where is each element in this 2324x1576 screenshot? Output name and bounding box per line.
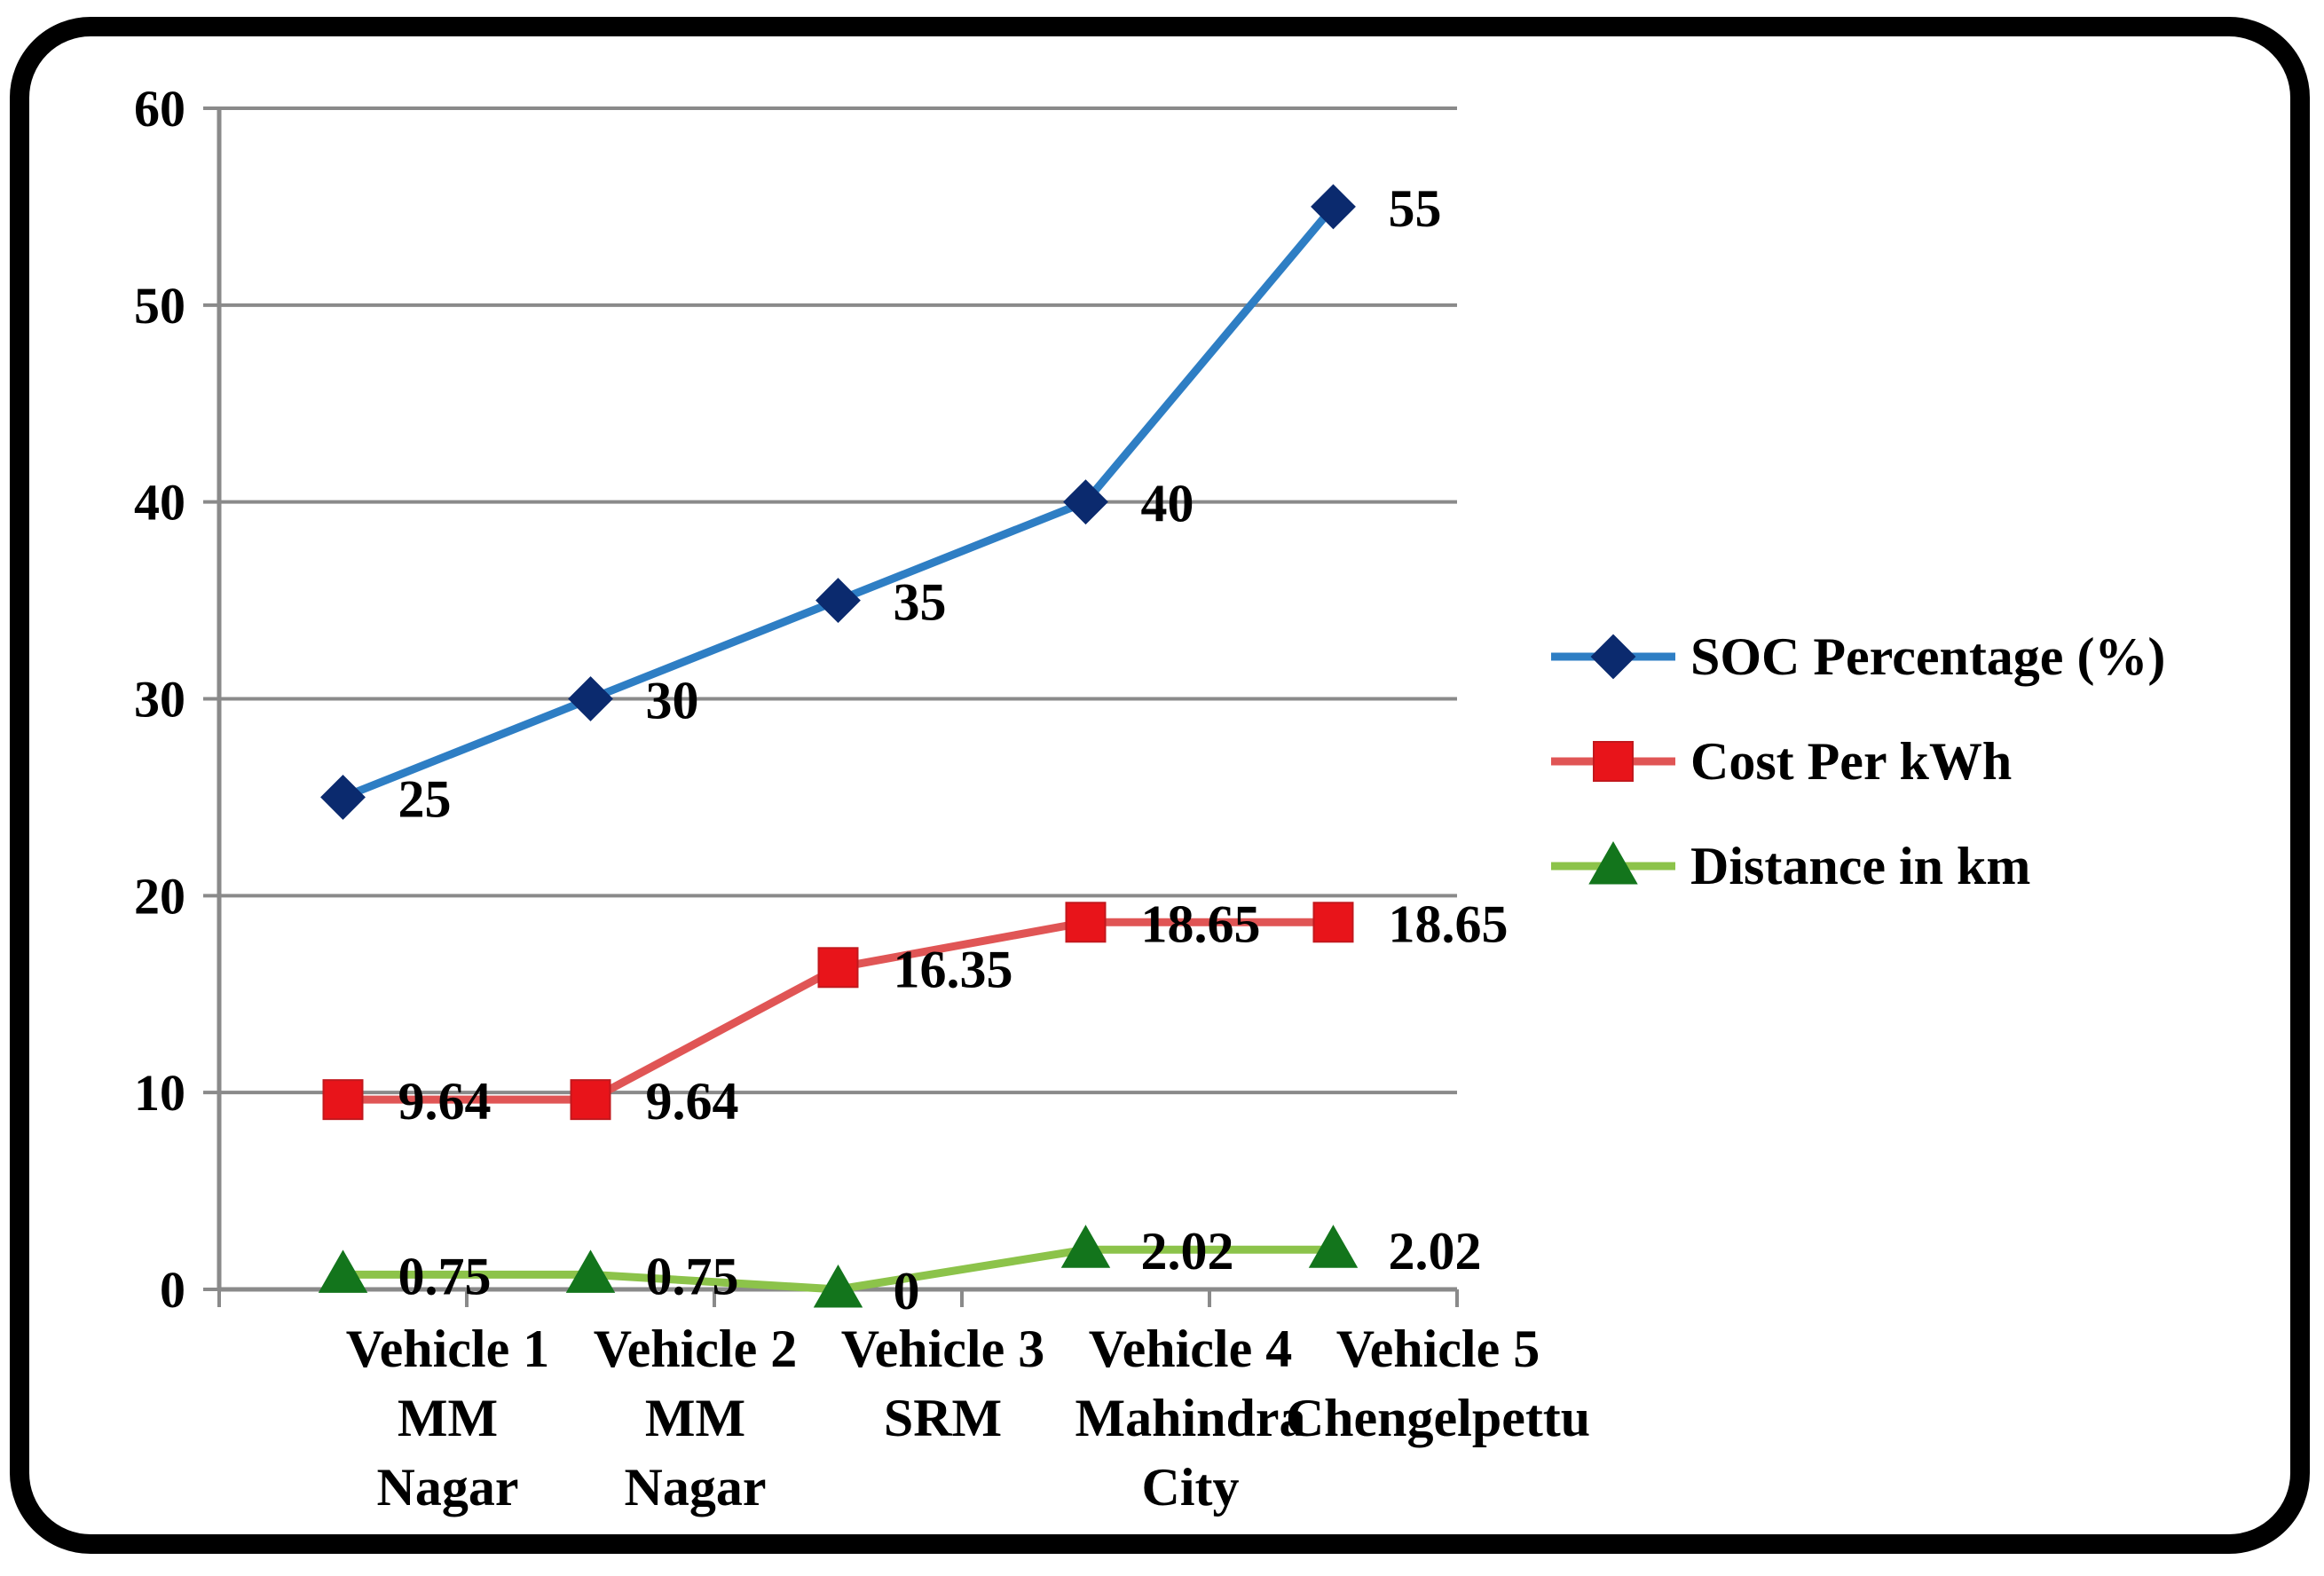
data-label: 30 [646,672,699,730]
x-tick-label: Chengelpettu [1286,1389,1590,1447]
data-point-triangle [1308,1225,1359,1268]
data-point-diamond [568,676,613,721]
x-tick-label: MM [398,1389,498,1447]
data-point-square [570,1079,611,1121]
data-label: 2.02 [1141,1222,1234,1280]
x-tick-label: Mahindra [1075,1389,1305,1447]
x-tick-label: Nagar [625,1458,767,1517]
data-label: 0 [894,1262,920,1320]
x-category-label: Vehicle 5 Chengelpettu [1286,1320,1590,1447]
data-point-diamond [1590,634,1636,680]
data-labels: 25 30 35 40 55 9.64 9.64 16.35 18.65 18.65 0.75 0.7… [398,179,1509,1320]
chart-border [10,17,2310,1554]
data-label: 0.75 [398,1247,492,1305]
legend-item-0[interactable]: SOC Percentage (%) [1551,627,2165,686]
legend-item-2[interactable]: Distance in km [1551,837,2030,895]
data-label: 18.65 [1141,894,1261,953]
data-point-diamond [1063,479,1108,525]
y-tick-label: 60 [134,80,185,138]
data-label: 9.64 [398,1072,492,1131]
y-tick-label: 20 [134,867,185,925]
x-category-label: Vehicle 2 MM Nagar [594,1320,797,1517]
data-label: 9.64 [646,1072,739,1131]
x-tick-label: Nagar [377,1458,519,1517]
x-tick-label: Vehicle 1 [346,1320,549,1378]
data-label: 0.75 [646,1247,739,1305]
data-point-triangle [1060,1225,1111,1268]
x-tick-label: Vehicle 2 [594,1320,797,1378]
series-2 [318,1225,1359,1308]
x-category-label: Vehicle 3 SRM [841,1320,1044,1447]
series-0 [320,184,1356,820]
legend-label: Distance in km [1690,837,2030,895]
y-tick-labels: 0 10 20 30 40 50 60 [134,80,185,1319]
y-tick-label: 40 [134,474,185,532]
data-point-triangle [565,1249,616,1293]
x-category-label: Vehicle 1 MM Nagar [346,1320,549,1517]
legend[interactable]: SOC Percentage (%) Cost Per kWh Distance i… [1551,627,2165,895]
data-label: 40 [1141,475,1194,533]
data-label: 2.02 [1389,1222,1482,1280]
data-point-diamond [320,775,366,820]
data-label: 18.65 [1389,894,1509,953]
data-point-square [1312,902,1354,943]
series-1 [322,902,1354,1121]
data-label: 35 [894,573,947,632]
data-label: 25 [398,769,452,828]
data-point-triangle [318,1249,368,1293]
legend-label: SOC Percentage (%) [1690,627,2165,686]
x-tick-label: Vehicle 3 [841,1320,1044,1378]
y-tick-label: 10 [134,1064,185,1122]
x-category-label: Vehicle 4 Mahindra City [1075,1320,1305,1517]
series [318,184,1359,1308]
x-tick-label: SRM [884,1389,1002,1447]
data-point-square [1593,741,1634,782]
data-point-square [817,947,859,989]
y-tick-label: 0 [160,1261,185,1319]
data-point-triangle [813,1264,863,1308]
legend-item-1[interactable]: Cost Per kWh [1551,732,2012,791]
legend-label: Cost Per kWh [1690,732,2012,791]
x-tick-label: Vehicle 5 [1336,1320,1540,1378]
data-label: 16.35 [894,940,1013,998]
x-tick-label: City [1142,1458,1240,1517]
data-point-diamond [815,578,861,623]
x-tick-label: Vehicle 4 [1089,1320,1292,1378]
data-label: 55 [1389,179,1442,238]
data-point-triangle [1588,840,1638,885]
data-point-square [322,1079,364,1121]
y-tick-label: 30 [134,671,185,729]
data-point-square [1065,902,1107,943]
gridlines [219,106,1457,1095]
data-point-diamond [1311,184,1356,230]
y-tick-label: 50 [134,277,185,335]
x-tick-label: MM [645,1389,745,1447]
